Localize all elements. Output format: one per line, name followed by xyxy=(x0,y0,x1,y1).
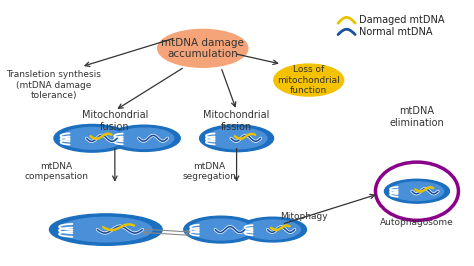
Text: Damaged mtDNA: Damaged mtDNA xyxy=(359,15,444,25)
Text: Mitophagy: Mitophagy xyxy=(281,212,328,221)
Ellipse shape xyxy=(158,30,248,67)
Text: mtDNA
segregation: mtDNA segregation xyxy=(182,162,237,181)
Ellipse shape xyxy=(60,217,152,242)
Ellipse shape xyxy=(61,127,124,149)
Text: Loss of
mitochondrial
function: Loss of mitochondrial function xyxy=(277,65,340,95)
Text: mtDNA damage
accumulation: mtDNA damage accumulation xyxy=(161,38,244,59)
Text: Transletion synthesis
(mtDNA damage
tolerance): Transletion synthesis (mtDNA damage tole… xyxy=(7,70,101,100)
Ellipse shape xyxy=(54,124,131,152)
Ellipse shape xyxy=(49,214,162,245)
Text: Mitochondrial
fission: Mitochondrial fission xyxy=(203,110,270,132)
Text: Normal mtDNA: Normal mtDNA xyxy=(359,27,432,37)
Text: Autophagosome: Autophagosome xyxy=(380,218,454,227)
Ellipse shape xyxy=(245,220,301,239)
Text: Mitochondrial
fusion: Mitochondrial fusion xyxy=(82,110,148,132)
Ellipse shape xyxy=(200,125,273,152)
Text: mtDNA
elimination: mtDNA elimination xyxy=(390,106,444,128)
Ellipse shape xyxy=(390,182,444,201)
Ellipse shape xyxy=(239,217,307,242)
Ellipse shape xyxy=(108,125,180,151)
Ellipse shape xyxy=(274,64,344,96)
Ellipse shape xyxy=(184,216,258,243)
Ellipse shape xyxy=(191,219,251,240)
Text: mtDNA
compensation: mtDNA compensation xyxy=(24,162,88,181)
Ellipse shape xyxy=(206,128,267,149)
Ellipse shape xyxy=(384,179,449,203)
Ellipse shape xyxy=(115,128,174,148)
